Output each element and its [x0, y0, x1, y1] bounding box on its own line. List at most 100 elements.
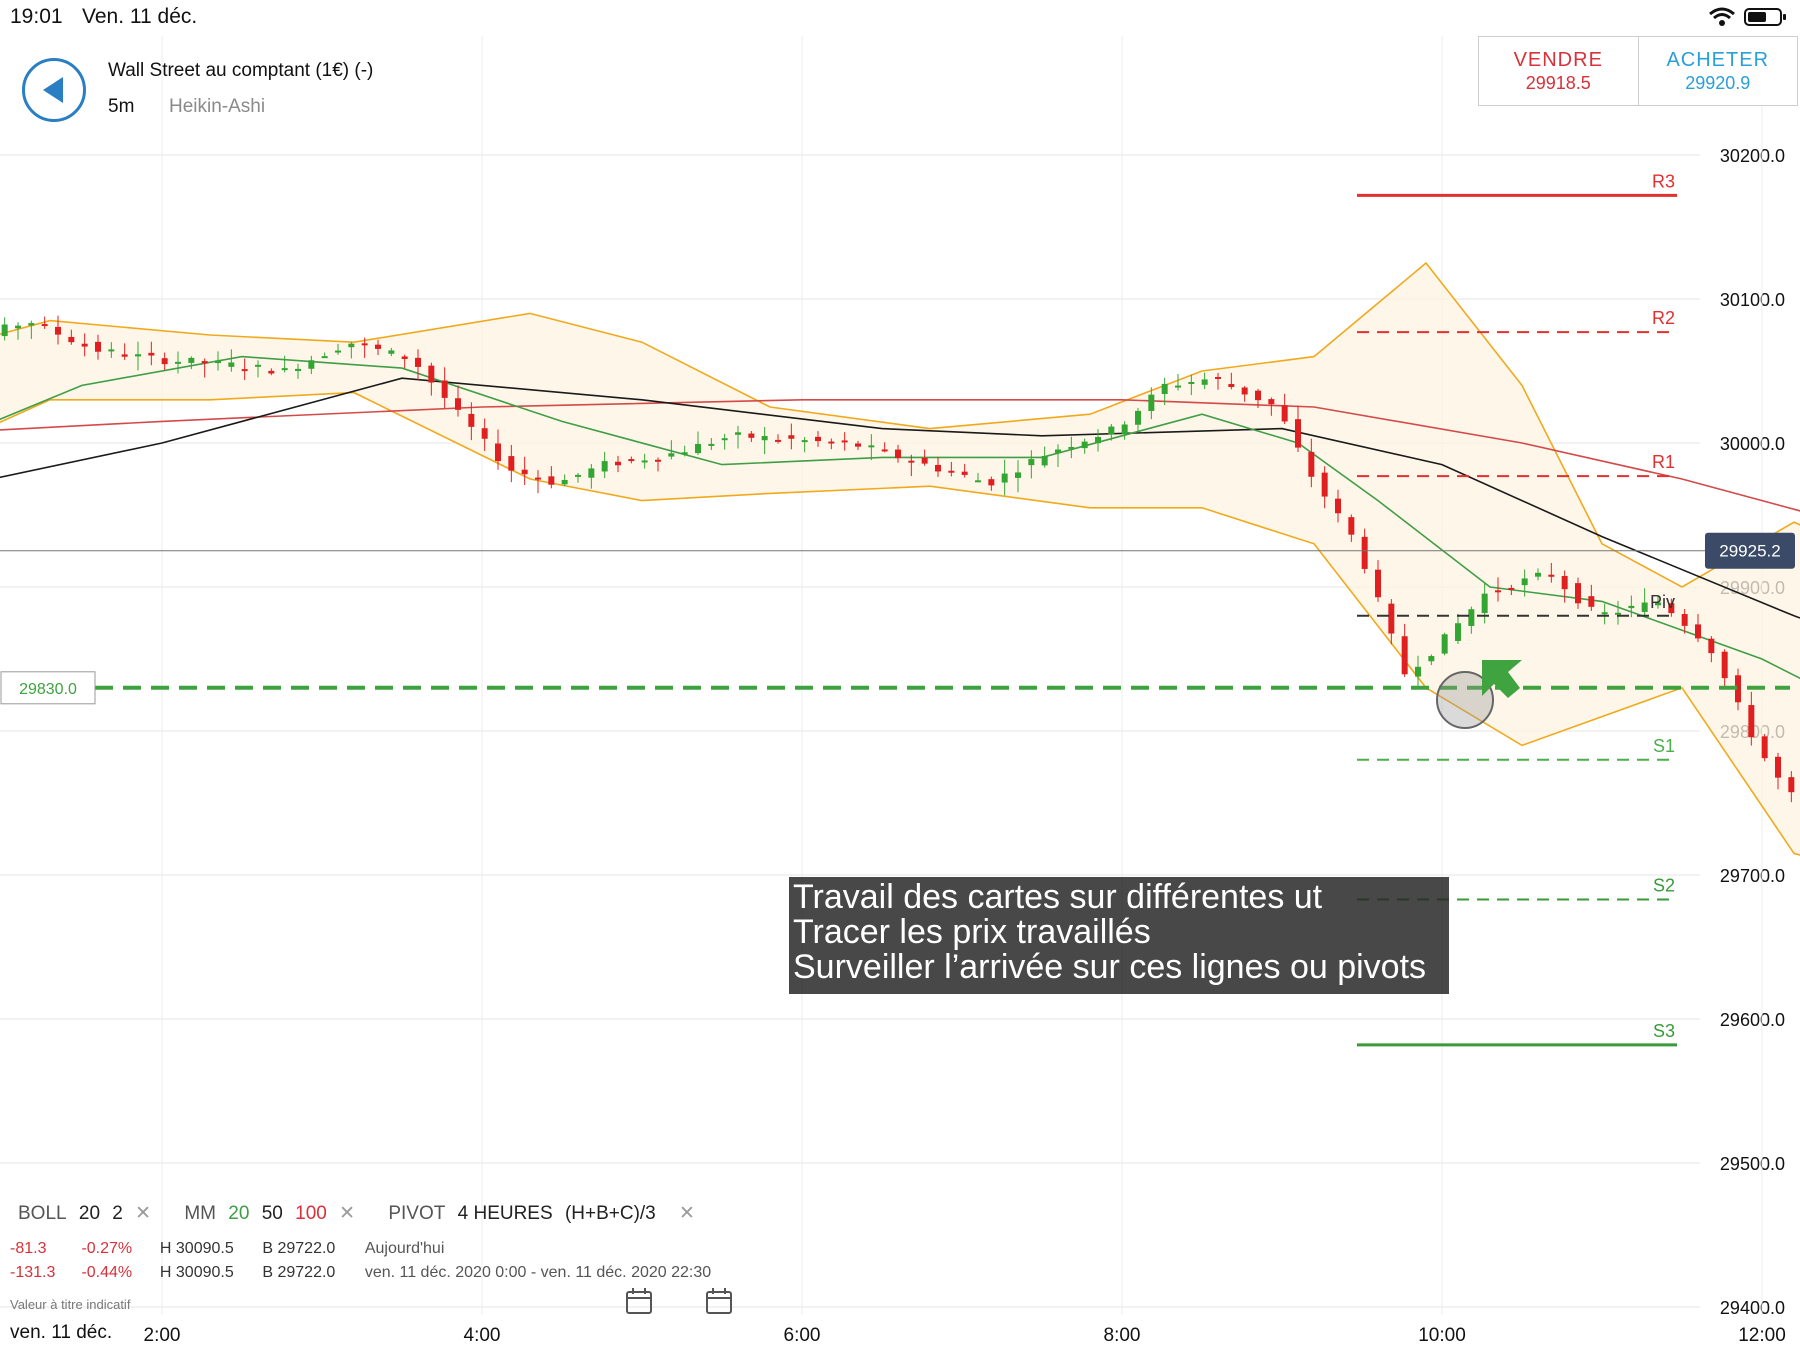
candle-body [601, 461, 608, 472]
mm-indicator[interactable]: MM 20 50 100 ✕ [184, 1203, 367, 1224]
y-tick-label: 29500.0 [1720, 1154, 1785, 1174]
sell-button[interactable]: VENDRE 29918.5 [1479, 37, 1638, 105]
candle-body [241, 369, 248, 372]
ma20-line [0, 355, 1800, 680]
pivot-indicator[interactable]: PIVOT 4 HEURES (H+B+C)/3 ✕ [388, 1203, 702, 1224]
boll-indicator[interactable]: BOLL 20 2 ✕ [18, 1203, 163, 1224]
calendar-icon[interactable] [705, 1287, 733, 1315]
mm-name: MM [184, 1203, 217, 1224]
period-label: ven. 11 déc. 2020 0:00 - ven. 11 déc. 20… [364, 1264, 712, 1281]
candle-body [641, 460, 648, 463]
candle-body [1175, 385, 1181, 388]
candle-body [1041, 455, 1048, 466]
candle-body [228, 362, 235, 367]
candle-body [1735, 675, 1741, 703]
bollinger-band-fill [0, 263, 1800, 856]
y-tick-label: 30100.0 [1720, 290, 1785, 310]
sell-price: 29918.5 [1525, 73, 1591, 93]
candle-body [1428, 656, 1435, 662]
candle-body [948, 470, 955, 473]
candle-body [188, 357, 195, 363]
candle-body [1055, 449, 1061, 454]
y-tick-label: 30000.0 [1720, 434, 1785, 454]
current-price-label: 29925.2 [1719, 542, 1780, 561]
candle-body [1001, 473, 1008, 483]
candle-body [121, 354, 128, 357]
support-level-tag [0, 671, 96, 705]
remove-boll-icon[interactable]: ✕ [135, 1203, 152, 1224]
candle-body [1761, 736, 1768, 759]
buy-button[interactable]: ACHETER 29920.9 [1637, 37, 1798, 105]
status-date: Ven. 11 déc. [82, 5, 198, 28]
chart-type-selector[interactable]: Heikin-Ashi [169, 96, 266, 117]
candle-body [495, 443, 501, 462]
candle-body [1081, 441, 1088, 449]
candle-body [1495, 590, 1501, 593]
pivot-label-s1: S1 [1653, 736, 1675, 756]
candle-body [1188, 381, 1195, 384]
candle-body [921, 457, 928, 464]
candle-body [468, 413, 475, 427]
battery-icon [1744, 8, 1786, 26]
candle-body [1308, 451, 1315, 477]
candle-body [1681, 614, 1688, 626]
pivot-label-s2: S2 [1653, 875, 1675, 895]
candle-body [655, 459, 661, 462]
back-arrow-icon [43, 77, 63, 103]
instrument-name[interactable]: Wall Street au comptant (1€) (-) [108, 60, 374, 81]
candle-body [1321, 472, 1328, 497]
x-tick-label: 4:00 [464, 1325, 501, 1346]
mm-100: 100 [295, 1203, 327, 1224]
candle-body [1615, 612, 1621, 615]
candle-body [295, 368, 301, 372]
support-level-label: 29830.0 [19, 681, 77, 698]
candle-body [1561, 575, 1568, 590]
candle-body [401, 356, 408, 360]
candle-body [521, 469, 528, 475]
bollinger-upper-line [0, 261, 1800, 588]
candle-body [1588, 596, 1595, 607]
pivot-label-r1: R1 [1652, 452, 1675, 472]
wifi-icon [1708, 7, 1735, 26]
x-tick-label: 2:00 [144, 1325, 181, 1346]
candle-body [1108, 426, 1115, 435]
candle-body [1028, 459, 1035, 466]
candle-body [748, 433, 755, 438]
candle-body [508, 456, 515, 471]
stats-row-today: -81.3 -0.27% H 30090.5 B 29722.0 Aujourd… [10, 1240, 444, 1258]
back-button[interactable] [22, 58, 86, 122]
pivot-label-piv: Piv [1650, 592, 1675, 612]
candle-body [1121, 424, 1128, 435]
candle-body [55, 326, 61, 335]
remove-mm-icon[interactable]: ✕ [339, 1203, 356, 1224]
high-value: H 30090.5 [159, 1264, 234, 1281]
y-tick-label: 29700.0 [1720, 866, 1785, 886]
timeframe-selector[interactable]: 5m [108, 96, 135, 117]
calendar-icon[interactable] [625, 1287, 653, 1315]
candle-body [815, 436, 821, 442]
candle-body [1228, 384, 1235, 388]
x-tick-label: 8:00 [1104, 1325, 1141, 1346]
boll-name: BOLL [18, 1203, 67, 1224]
candle-body [1481, 593, 1488, 614]
pivot-label-s3: S3 [1653, 1021, 1675, 1041]
candle-body [1548, 574, 1555, 577]
candle-body [908, 460, 915, 463]
buy-price: 29920.9 [1685, 73, 1751, 93]
candle-body [481, 428, 488, 439]
candle-body [95, 341, 101, 352]
remove-pivot-icon[interactable]: ✕ [679, 1203, 695, 1224]
candle-body [1601, 612, 1608, 615]
candle-body [988, 479, 995, 486]
candle-body [721, 438, 728, 441]
candle-body [175, 361, 181, 364]
candle-body [1215, 376, 1221, 379]
candle-body [1575, 583, 1581, 604]
candle-body [441, 380, 448, 398]
candle-body [1521, 578, 1528, 586]
candle-body [215, 360, 221, 364]
candle-body [841, 440, 848, 443]
change-percent: -0.27% [81, 1240, 133, 1257]
candle-body [1135, 410, 1141, 425]
